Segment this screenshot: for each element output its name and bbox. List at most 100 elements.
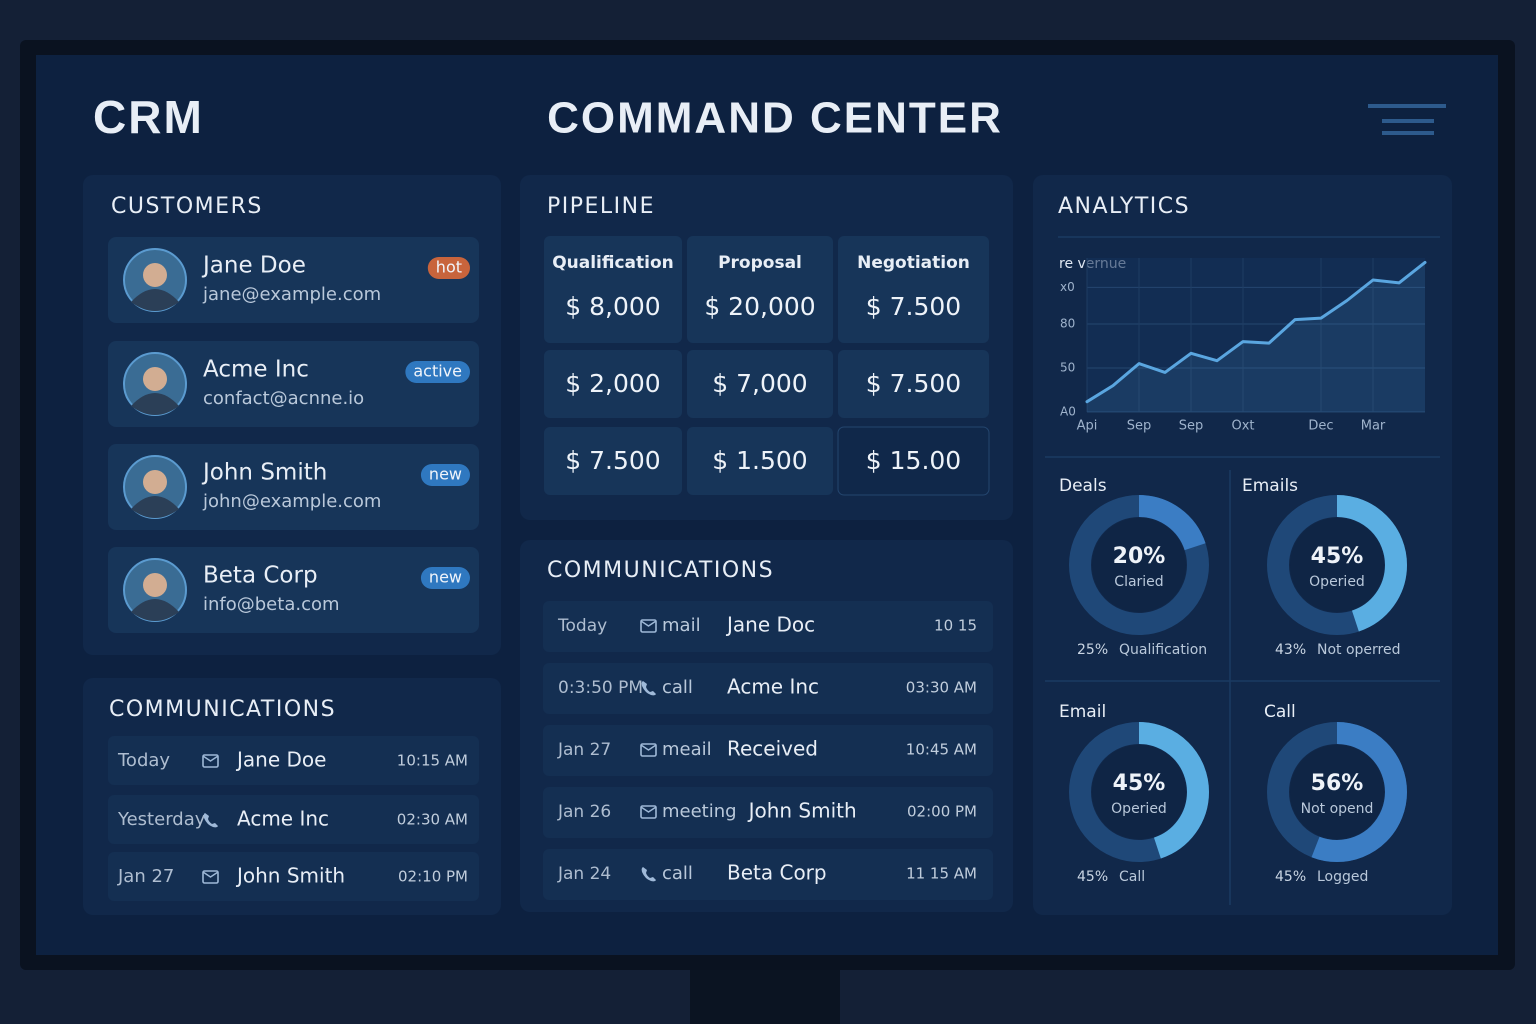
icon-shape — [202, 870, 219, 884]
avatar-head — [143, 367, 167, 391]
section-title: PIPELINE — [547, 194, 655, 219]
pipeline-cell — [838, 236, 989, 343]
section-title: COMMUNICATIONS — [547, 558, 774, 583]
customer-name: Beta Corp — [203, 563, 318, 589]
comm-name: John Smith — [747, 799, 857, 823]
tag: active — [413, 362, 462, 381]
donut-hole — [1092, 745, 1186, 839]
comm-time: 02:10 PM — [398, 868, 468, 886]
donut-value: 20% — [1113, 544, 1166, 569]
tag-badge — [427, 257, 470, 279]
monitor-stand — [690, 970, 840, 1024]
pipeline-amount: $ 8,000 — [565, 292, 660, 321]
comm-date: Jan 26 — [557, 802, 611, 822]
donut-hole — [1290, 745, 1384, 839]
donut-legend-label: Not operred — [1317, 642, 1401, 658]
donut-legend-label: Logged — [1317, 869, 1368, 885]
icon-shape — [202, 755, 219, 762]
communication-row — [543, 849, 993, 900]
tag: new — [429, 568, 462, 587]
donut-title: Deals — [1059, 476, 1107, 496]
comm-time: 03:30 AM — [906, 679, 977, 697]
customer-email: confact@acnne.io — [203, 388, 364, 409]
pipeline-cell — [687, 350, 833, 418]
donut-legend-value: 45% — [1077, 869, 1108, 885]
icon-shape — [641, 867, 656, 882]
comm-date: Today — [117, 750, 170, 771]
communication-row — [543, 787, 993, 838]
customer-card[interactable] — [108, 237, 479, 323]
comm-name: Acme Inc — [237, 807, 329, 831]
phone-icon — [641, 681, 656, 696]
donut-value: 56% — [1311, 771, 1364, 796]
mail-icon — [640, 805, 657, 819]
pipeline-amount: $ 7.500 — [866, 292, 961, 321]
pipeline-amount: $ 1.500 — [712, 446, 807, 475]
comm-date: Jan 27 — [557, 740, 611, 760]
avatar-body — [131, 289, 179, 311]
icon-shape — [203, 813, 218, 828]
comm-type: meeting — [662, 801, 737, 822]
comm-name: Jane Doc — [725, 613, 815, 637]
comm-name: Beta Corp — [727, 861, 827, 885]
customer-email: john@example.com — [202, 491, 381, 512]
avatar-head — [143, 470, 167, 494]
tag-badge — [420, 567, 470, 589]
tag-badge — [405, 361, 470, 383]
customer-card[interactable] — [108, 341, 479, 427]
comm-name: Acme Inc — [727, 675, 819, 699]
donut-arc — [1267, 495, 1407, 635]
customer-card[interactable] — [108, 444, 479, 530]
pipeline-cell — [838, 350, 989, 418]
donut-title: Call — [1264, 702, 1296, 722]
icon-shape — [202, 754, 219, 768]
communication-row — [543, 663, 993, 714]
pipeline-amount: $ 7.500 — [565, 446, 660, 475]
donut-hole — [1092, 518, 1186, 612]
x-tick-label: Sep — [1127, 419, 1152, 434]
y-tick-label: 80 — [1060, 317, 1075, 331]
avatar-head — [143, 263, 167, 287]
comm-name: Received — [727, 737, 818, 761]
pipeline-stage: Proposal — [718, 253, 802, 273]
pipeline-amount: $ 7.500 — [866, 369, 961, 398]
customer-card[interactable] — [108, 547, 479, 633]
x-tick-label: Oxt — [1231, 419, 1254, 434]
pipeline-amount: $ 15.00 — [866, 446, 961, 475]
donut-title: Email — [1059, 702, 1106, 722]
customer-name: Acme Inc — [203, 357, 309, 383]
donut-caption: Claried — [1114, 574, 1163, 590]
donut-title: Emails — [1242, 476, 1298, 496]
customer-email: info@beta.com — [203, 594, 340, 615]
avatar-body — [131, 496, 179, 518]
donut-arc — [1267, 722, 1407, 862]
dividers — [1045, 236, 1440, 905]
menu-button[interactable] — [1368, 104, 1446, 135]
mail-icon — [640, 743, 657, 757]
y-tick-label: x0 — [1060, 280, 1075, 294]
pipeline-cell — [687, 427, 833, 495]
comm-time: 10:15 AM — [397, 752, 468, 770]
section-title: ANALYTICS — [1058, 194, 1190, 219]
customer-email: jane@example.com — [202, 284, 381, 305]
communication-row — [108, 795, 479, 844]
x-tick-label: Sep — [1179, 419, 1204, 434]
donut-arc — [1069, 722, 1209, 862]
mail-icon — [640, 619, 657, 633]
communication-row — [543, 601, 993, 652]
comm-date: Yesterday — [117, 809, 206, 830]
donut-caption: Operied — [1111, 801, 1167, 817]
comm-time: 10:45 AM — [906, 741, 977, 759]
phone-icon — [203, 813, 218, 828]
comm-type: mail — [662, 615, 701, 636]
donut-legend-label: Qualification — [1119, 642, 1207, 658]
comm-date: Jan 24 — [557, 864, 611, 884]
app-name: CRM — [93, 91, 204, 143]
tag: new — [429, 465, 462, 484]
avatar-body — [131, 599, 179, 621]
donut-legend-value: 45% — [1275, 869, 1306, 885]
communication-row — [543, 725, 993, 776]
donut-caption: Operied — [1309, 574, 1365, 590]
